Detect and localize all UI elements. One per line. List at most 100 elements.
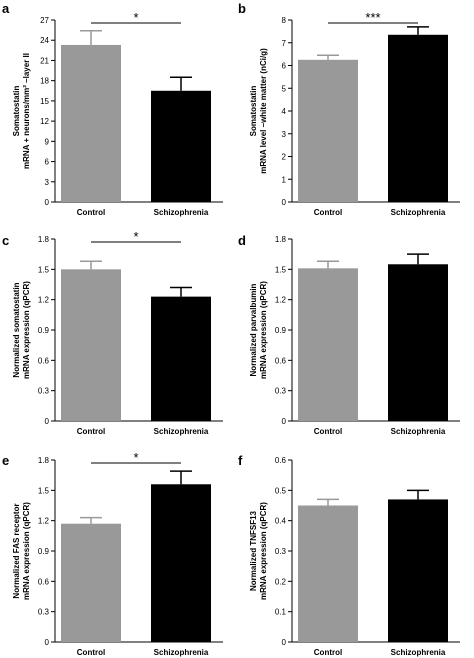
- y-axis-label: mRNA expression (qPCR): [22, 502, 31, 600]
- y-axis-label: mRNA level –white matter (nCi/g): [259, 48, 268, 174]
- y-axis-label: mRNA expression (qPCR): [22, 281, 31, 379]
- y-tick-label: 0.9: [275, 326, 287, 335]
- category-label: Schizophrenia: [154, 208, 209, 217]
- y-axis-label: Normalized TNFSF13: [249, 510, 258, 591]
- category-label: Control: [314, 208, 342, 217]
- y-axis-label: mRNA + neurons/mm² –layer II: [22, 53, 31, 169]
- y-tick-label: 0.3: [38, 387, 50, 396]
- bar-control: [298, 505, 358, 642]
- y-tick-label: 0.3: [275, 547, 287, 556]
- bar-schizophrenia: [151, 296, 211, 421]
- y-tick-label: 24: [40, 36, 49, 45]
- y-tick-label: 0.6: [38, 577, 50, 586]
- y-tick-label: 0.4: [275, 517, 287, 526]
- y-tick-label: 0: [45, 417, 50, 426]
- y-tick-label: 0.9: [38, 326, 50, 335]
- bar-schizophrenia: [151, 484, 211, 642]
- y-tick-label: 6: [45, 158, 50, 167]
- panel-c: c 0 0.3 0.6 0.9 1.2 1.5 1.8 Normalized somatosta…: [2, 229, 223, 436]
- category-label: Schizophrenia: [391, 427, 446, 436]
- y-tick-label: 0: [45, 198, 50, 207]
- bar-control: [298, 59, 358, 202]
- y-tick-label: 1.5: [275, 265, 287, 274]
- y-tick-label: 0.6: [275, 456, 287, 465]
- category-label: Control: [314, 427, 342, 436]
- panel-letter: e: [2, 453, 9, 468]
- bar-schizophrenia: [388, 34, 448, 202]
- bar-control: [61, 523, 121, 642]
- y-axis-label: Normalized parvalbumin: [249, 283, 258, 376]
- y-tick-label: 1.5: [38, 486, 50, 495]
- category-label: Schizophrenia: [391, 208, 446, 217]
- y-tick-label: 4: [282, 107, 287, 116]
- y-tick-label: 0.6: [38, 356, 50, 365]
- y-axis-label: Somatostatin: [12, 86, 21, 137]
- panel-letter: d: [238, 233, 246, 248]
- y-axis-label: mRNA expression (qPCR): [259, 502, 268, 600]
- significance-marker: *: [133, 10, 138, 25]
- panel-b: b 0 1 2 3 4 5 6 7 8 Somatostatin mRNA level –white …: [238, 1, 460, 217]
- y-tick-label: 7: [282, 39, 287, 48]
- category-label: Control: [77, 427, 105, 436]
- y-tick-label: 0: [45, 638, 50, 647]
- bar-control: [298, 268, 358, 421]
- significance-marker: *: [133, 450, 138, 465]
- y-tick-label: 0.2: [275, 577, 287, 586]
- panel-letter: a: [2, 1, 10, 16]
- y-tick-label: 1: [282, 175, 287, 184]
- y-tick-label: 0.9: [38, 547, 50, 556]
- category-label: Control: [77, 648, 105, 657]
- panel-e: e 0 0.3 0.6 0.9 1.2 1.5 1.8 Normalized FAS recep…: [2, 450, 223, 657]
- significance-marker: ***: [365, 10, 380, 25]
- y-tick-label: 1.8: [38, 235, 50, 244]
- bar-control: [61, 44, 121, 203]
- y-tick-label: 0: [282, 638, 287, 647]
- panel-letter: c: [2, 233, 9, 248]
- significance-marker: *: [133, 229, 138, 244]
- category-label: Schizophrenia: [154, 427, 209, 436]
- y-tick-label: 8: [282, 16, 287, 25]
- y-tick-label: 21: [40, 56, 49, 65]
- y-tick-label: 18: [40, 77, 49, 86]
- y-tick-label: 1.5: [38, 265, 50, 274]
- y-tick-label: 1.2: [275, 296, 287, 305]
- y-tick-label: 27: [40, 16, 49, 25]
- category-label: Schizophrenia: [154, 648, 209, 657]
- y-axis-label: Somatostatin: [249, 86, 258, 137]
- y-tick-label: 0.5: [275, 486, 287, 495]
- bar-schizophrenia: [388, 264, 448, 421]
- category-label: Control: [314, 648, 342, 657]
- y-axis-label: mRNA expression (qPCR): [259, 281, 268, 379]
- y-tick-label: 9: [45, 137, 50, 146]
- panel-letter: f: [238, 453, 243, 468]
- panel-a: a 0 3 6 9 12 15 18 21 24 27 Somatostatin mRNA + neur…: [2, 1, 223, 217]
- y-tick-label: 0.3: [275, 387, 287, 396]
- y-axis-label: Normalized somatostatin: [12, 282, 21, 377]
- bar-schizophrenia: [151, 90, 211, 202]
- panel-letter: b: [238, 1, 246, 16]
- y-tick-label: 3: [282, 130, 287, 139]
- bar-control: [61, 269, 121, 421]
- y-axis-label: Normalized FAS receptor: [12, 503, 21, 598]
- y-tick-label: 1.8: [38, 456, 50, 465]
- y-tick-label: 5: [282, 84, 287, 93]
- y-tick-label: 3: [45, 178, 50, 187]
- y-tick-label: 0.6: [275, 356, 287, 365]
- y-tick-label: 1.2: [38, 296, 50, 305]
- y-tick-label: 1.2: [38, 517, 50, 526]
- y-tick-label: 0: [282, 417, 287, 426]
- category-label: Schizophrenia: [391, 648, 446, 657]
- y-tick-label: 0.1: [275, 608, 287, 617]
- category-label: Control: [77, 208, 105, 217]
- y-tick-label: 0: [282, 198, 287, 207]
- panel-f: f 0 0.1 0.2 0.3 0.4 0.5 0.6 Normalized TNFSF13 mR…: [238, 453, 460, 657]
- y-tick-label: 0.3: [38, 608, 50, 617]
- y-tick-label: 12: [40, 117, 49, 126]
- y-tick-label: 15: [40, 97, 49, 106]
- panel-d: d 0 0.3 0.6 0.9 1.2 1.5 1.8 Normalized parvalbum…: [238, 233, 460, 436]
- y-tick-label: 1.8: [275, 235, 287, 244]
- y-tick-label: 2: [282, 153, 287, 162]
- y-tick-label: 6: [282, 62, 287, 71]
- bar-schizophrenia: [388, 499, 448, 642]
